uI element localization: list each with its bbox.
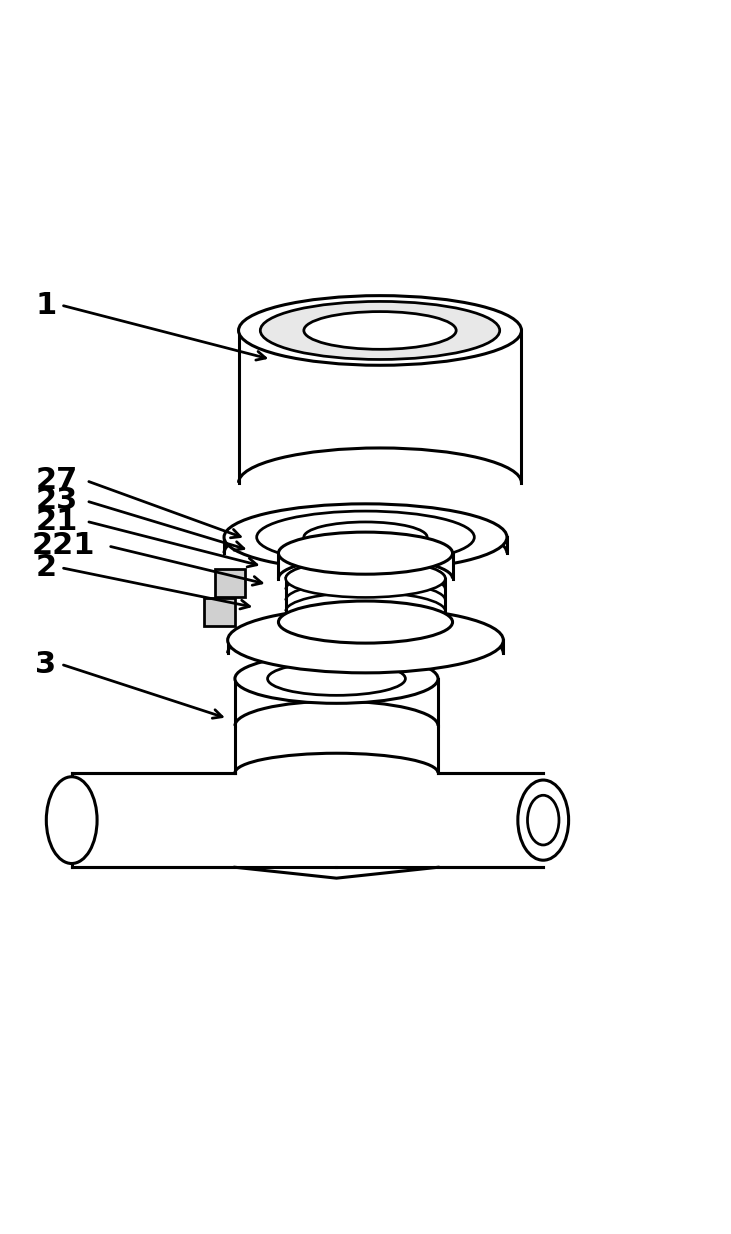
Text: 3: 3 (35, 649, 56, 679)
Ellipse shape (260, 301, 500, 359)
Polygon shape (235, 726, 438, 772)
Polygon shape (279, 622, 452, 640)
Ellipse shape (518, 780, 569, 860)
Text: 23: 23 (35, 486, 77, 516)
Polygon shape (238, 331, 521, 482)
Text: 1: 1 (35, 290, 57, 320)
Ellipse shape (238, 296, 521, 365)
Ellipse shape (279, 532, 452, 574)
Ellipse shape (224, 503, 507, 570)
Bar (205, 598, 235, 626)
Ellipse shape (227, 607, 504, 673)
Text: 27: 27 (35, 466, 77, 495)
Ellipse shape (286, 560, 445, 597)
Ellipse shape (304, 312, 456, 349)
Polygon shape (235, 679, 438, 726)
Polygon shape (286, 579, 445, 622)
Text: 2: 2 (35, 553, 56, 582)
Polygon shape (227, 640, 504, 653)
Polygon shape (72, 772, 547, 868)
Ellipse shape (268, 661, 406, 695)
Text: 221: 221 (31, 532, 95, 560)
Text: 21: 21 (35, 507, 77, 536)
Polygon shape (279, 553, 452, 579)
Ellipse shape (304, 522, 427, 553)
Ellipse shape (528, 795, 559, 845)
Polygon shape (438, 772, 569, 868)
Polygon shape (35, 772, 235, 868)
Ellipse shape (235, 654, 438, 703)
Ellipse shape (279, 601, 452, 643)
Polygon shape (224, 537, 507, 553)
Ellipse shape (257, 511, 474, 563)
Ellipse shape (46, 776, 97, 864)
Bar (215, 569, 245, 597)
